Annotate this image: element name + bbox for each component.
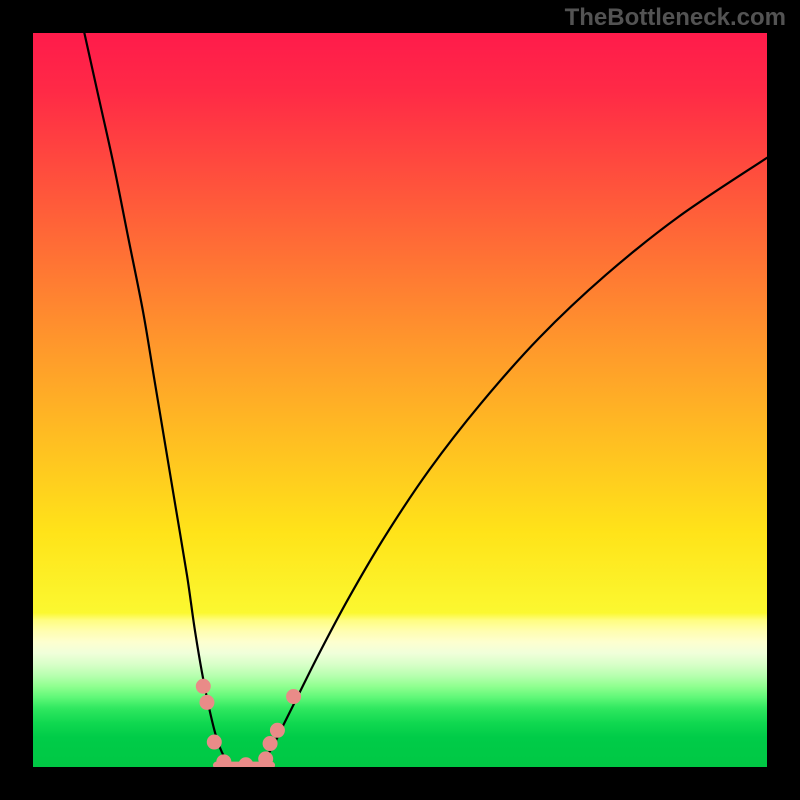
data-marker (270, 723, 285, 738)
data-marker (207, 735, 222, 750)
data-marker (199, 695, 214, 710)
plot-svg (33, 33, 767, 767)
data-marker (286, 689, 301, 704)
gradient-background (33, 33, 767, 767)
watermark-text: TheBottleneck.com (565, 4, 786, 32)
chart-frame: TheBottleneck.com (0, 0, 800, 800)
data-marker (196, 679, 211, 694)
data-marker (258, 751, 273, 766)
plot-area (33, 33, 767, 767)
data-marker (263, 736, 278, 751)
